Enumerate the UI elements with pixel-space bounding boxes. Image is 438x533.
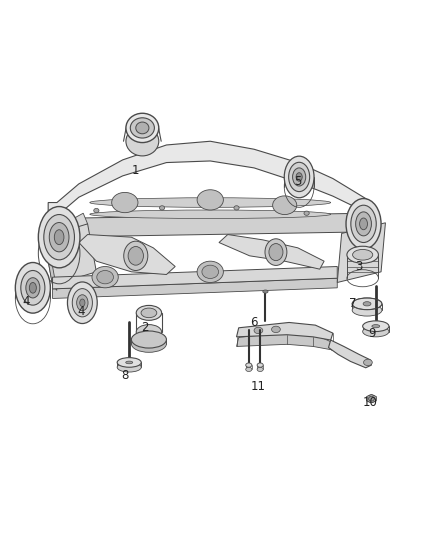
Ellipse shape <box>284 156 314 198</box>
Ellipse shape <box>360 218 367 230</box>
Ellipse shape <box>49 222 69 252</box>
Ellipse shape <box>117 362 141 372</box>
Ellipse shape <box>90 210 331 219</box>
Ellipse shape <box>265 239 287 265</box>
Ellipse shape <box>97 271 113 284</box>
Polygon shape <box>367 394 376 403</box>
Ellipse shape <box>363 321 389 332</box>
Ellipse shape <box>92 266 118 288</box>
Text: 6: 6 <box>250 316 258 329</box>
Ellipse shape <box>112 192 138 213</box>
Ellipse shape <box>363 302 371 306</box>
Ellipse shape <box>77 295 88 311</box>
Ellipse shape <box>351 205 376 243</box>
Ellipse shape <box>117 358 141 367</box>
Text: 10: 10 <box>363 396 378 409</box>
Polygon shape <box>53 266 337 289</box>
Ellipse shape <box>257 367 263 372</box>
Text: 1: 1 <box>132 164 140 177</box>
Ellipse shape <box>202 265 219 278</box>
Ellipse shape <box>80 299 85 306</box>
Ellipse shape <box>197 190 223 210</box>
Ellipse shape <box>289 162 310 191</box>
Text: 5: 5 <box>294 175 301 188</box>
Ellipse shape <box>254 327 263 334</box>
Ellipse shape <box>257 363 263 367</box>
Polygon shape <box>237 322 333 340</box>
Ellipse shape <box>263 290 268 293</box>
Ellipse shape <box>296 173 302 181</box>
Ellipse shape <box>304 211 309 215</box>
Ellipse shape <box>367 395 376 402</box>
Ellipse shape <box>353 249 373 260</box>
Ellipse shape <box>39 207 80 268</box>
Ellipse shape <box>364 359 372 366</box>
Ellipse shape <box>72 289 92 317</box>
Text: 4: 4 <box>77 305 85 318</box>
Ellipse shape <box>141 308 157 318</box>
Ellipse shape <box>197 261 223 282</box>
Text: 8: 8 <box>121 369 128 382</box>
Polygon shape <box>328 340 371 368</box>
Ellipse shape <box>159 206 165 210</box>
Ellipse shape <box>44 215 74 260</box>
Ellipse shape <box>352 298 382 310</box>
Ellipse shape <box>372 325 380 328</box>
Ellipse shape <box>363 326 389 337</box>
Ellipse shape <box>352 304 382 316</box>
Ellipse shape <box>94 208 99 213</box>
Text: 7: 7 <box>349 297 357 310</box>
Polygon shape <box>53 278 337 298</box>
Ellipse shape <box>272 326 280 333</box>
Text: 2: 2 <box>141 321 148 334</box>
Ellipse shape <box>90 198 331 207</box>
Polygon shape <box>237 332 333 350</box>
Ellipse shape <box>131 335 166 352</box>
Ellipse shape <box>131 118 154 138</box>
Ellipse shape <box>346 199 381 249</box>
Ellipse shape <box>21 271 45 305</box>
Text: 9: 9 <box>368 327 376 340</box>
Ellipse shape <box>29 282 36 293</box>
Ellipse shape <box>272 196 297 214</box>
Ellipse shape <box>131 331 166 348</box>
Ellipse shape <box>15 263 50 313</box>
Ellipse shape <box>136 122 149 134</box>
Ellipse shape <box>126 114 159 143</box>
Polygon shape <box>44 237 57 290</box>
Polygon shape <box>39 213 88 248</box>
Polygon shape <box>48 213 368 237</box>
Ellipse shape <box>136 305 162 320</box>
Ellipse shape <box>246 367 252 372</box>
Ellipse shape <box>126 126 159 156</box>
Ellipse shape <box>293 168 306 186</box>
Ellipse shape <box>246 363 252 367</box>
Ellipse shape <box>124 241 148 271</box>
Ellipse shape <box>26 278 40 298</box>
Text: 3: 3 <box>356 260 363 273</box>
Polygon shape <box>337 223 385 282</box>
Text: 11: 11 <box>251 380 266 393</box>
Ellipse shape <box>67 282 97 324</box>
Polygon shape <box>44 224 96 285</box>
Polygon shape <box>79 235 175 274</box>
Ellipse shape <box>347 246 378 263</box>
Polygon shape <box>48 141 368 219</box>
Ellipse shape <box>368 397 374 401</box>
Text: 4: 4 <box>22 295 30 308</box>
Ellipse shape <box>136 325 162 340</box>
Ellipse shape <box>356 212 371 236</box>
Ellipse shape <box>128 246 143 265</box>
Ellipse shape <box>234 206 239 210</box>
Ellipse shape <box>54 230 64 245</box>
Ellipse shape <box>126 361 133 364</box>
Polygon shape <box>219 235 324 269</box>
Ellipse shape <box>269 244 283 261</box>
